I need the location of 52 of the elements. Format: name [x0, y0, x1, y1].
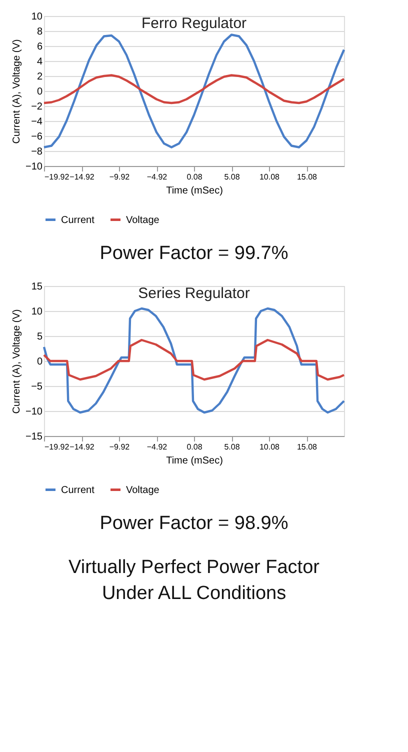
legend-label: Current — [61, 484, 95, 496]
y-tick-label: 8 — [36, 26, 43, 38]
x-tick-label: 0.08 — [186, 442, 203, 452]
y-tick-label: 10 — [31, 306, 43, 318]
y-tick-label: −8 — [31, 146, 43, 158]
x-tick-label: −14.92 — [70, 172, 95, 182]
legend-label: Voltage — [126, 484, 160, 496]
y-tick-label: −5 — [31, 382, 43, 392]
y-tick-label: −10 — [26, 162, 43, 172]
x-tick-label: −14.92 — [70, 442, 95, 452]
text: Under ALL Conditions — [102, 583, 286, 604]
chart-title: Ferro Regulator — [141, 15, 247, 32]
y-tick-label: 10 — [31, 12, 43, 22]
y-tick-label: 0 — [36, 86, 43, 98]
x-axis-title: Time (mSec) — [166, 186, 223, 196]
line-series — [42, 307, 346, 414]
x-tick-label: −19.92 — [44, 172, 70, 182]
y-tick-label: −10 — [26, 406, 43, 418]
x-tick-label: −19.92 — [44, 442, 70, 452]
y-tick-label: −4 — [31, 116, 43, 128]
y-tick-label: 15 — [31, 282, 43, 292]
line-series — [42, 34, 346, 148]
y-tick-label: −6 — [31, 132, 43, 142]
x-tick-label: −4.92 — [146, 442, 168, 452]
x-tick-label: 5.08 — [224, 442, 240, 452]
x-tick-label: −9.92 — [109, 172, 130, 182]
y-tick-label: 0 — [36, 356, 43, 368]
text: Power Factor = 99.7% — [100, 243, 288, 264]
y-tick-label: 6 — [36, 42, 43, 52]
y-axis-title: Current (A), Voltage (V) — [12, 309, 23, 414]
y-tick-label: 4 — [36, 56, 43, 68]
legend-label: Current — [61, 214, 95, 226]
chart-title: Series Regulator — [138, 285, 250, 302]
y-tick-label: 2 — [36, 72, 43, 82]
x-axis-title: Time (mSec) — [166, 456, 223, 466]
text: Virtually Perfect Power Factor — [68, 557, 320, 578]
y-tick-label: 5 — [36, 332, 43, 342]
x-tick-label: 0.08 — [186, 172, 203, 182]
line-series — [42, 338, 346, 381]
x-tick-label: 5.08 — [224, 172, 240, 182]
line-series — [42, 74, 346, 104]
y-tick-label: −2 — [31, 102, 43, 112]
x-tick-label: −4.92 — [146, 172, 168, 182]
x-tick-label: −9.92 — [109, 442, 130, 452]
x-tick-label: 15.08 — [296, 442, 318, 452]
text: Power Factor = 98.9% — [100, 513, 288, 534]
x-tick-label: 10.08 — [259, 172, 280, 182]
legend-label: Voltage — [126, 214, 160, 226]
y-tick-label: −15 — [26, 432, 43, 442]
y-axis-title: Current (A), Voltage (V) — [12, 39, 23, 144]
x-tick-label: 10.08 — [259, 442, 280, 452]
x-tick-label: 15.08 — [296, 172, 318, 182]
